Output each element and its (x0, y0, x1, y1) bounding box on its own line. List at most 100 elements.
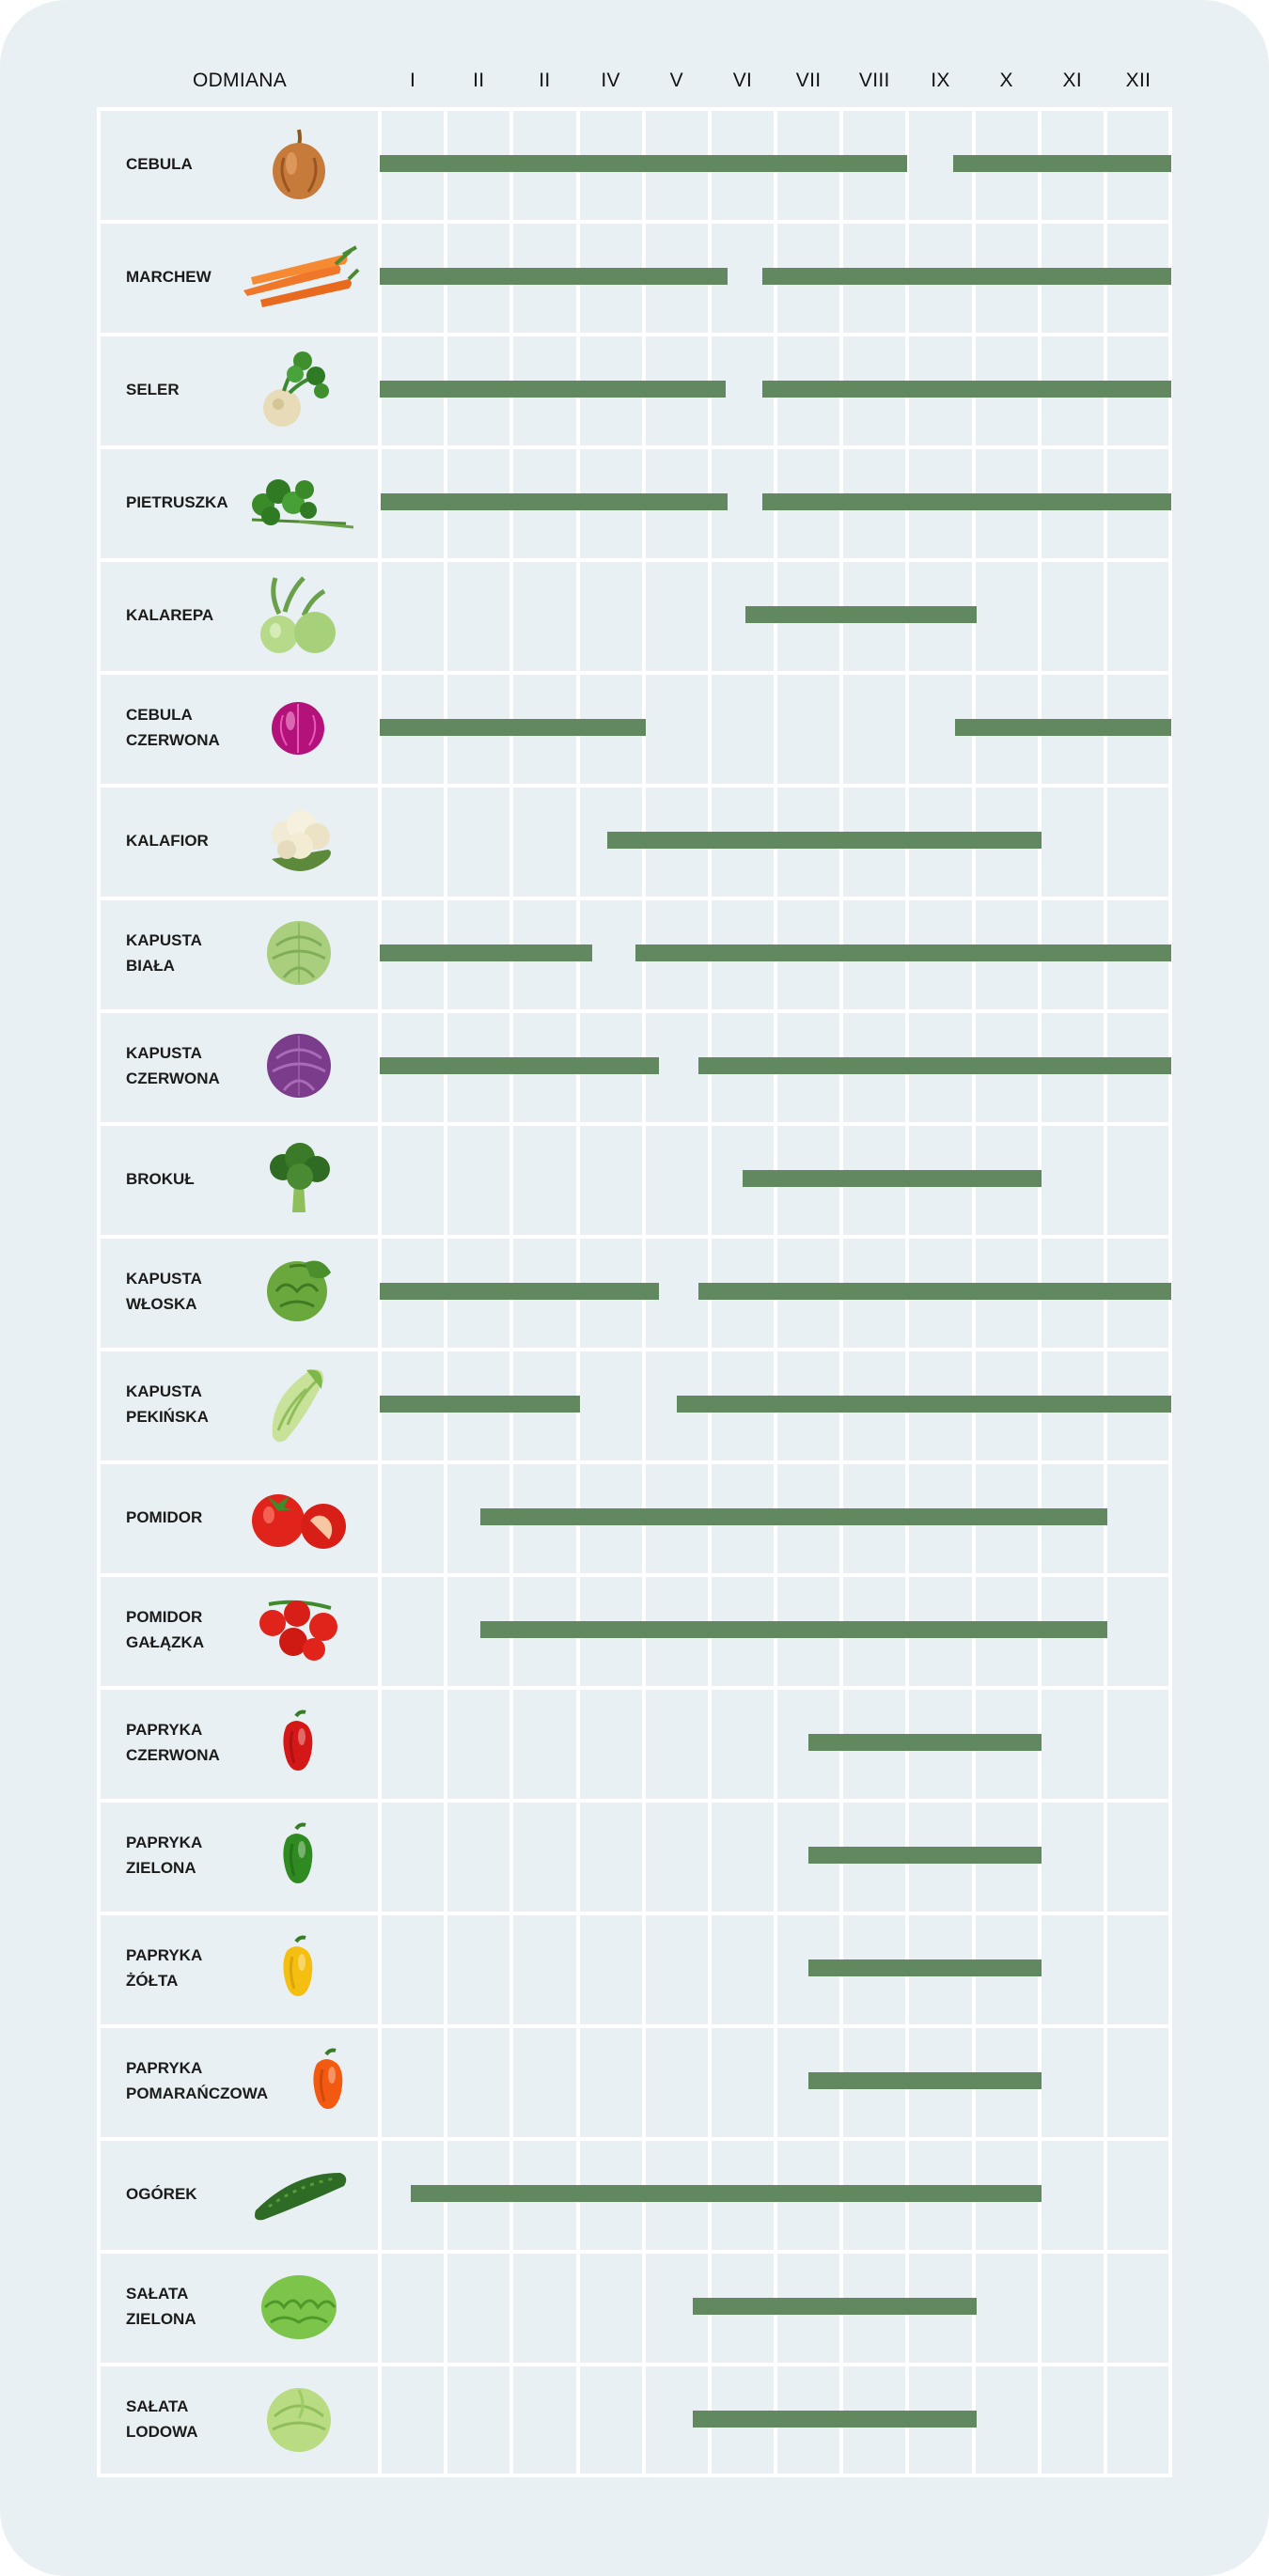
season-bar (380, 155, 908, 172)
broccoli-icon (266, 1141, 332, 1221)
variety-label: OGÓREK (126, 2139, 286, 2248)
variety-label-line: KALAREPA (126, 605, 214, 624)
variety-label-line: POMIDOR (126, 1608, 203, 1626)
variety-label-line: POMARAŃCZOWA (126, 2084, 269, 2102)
variety-label-line: ŻÓŁTA (126, 1972, 179, 1990)
savoy-cabbage-icon (261, 1254, 337, 1334)
month-header-2: II (473, 70, 485, 91)
grid-hline (97, 2250, 1172, 2254)
grid-hline (97, 1235, 1172, 1239)
month-header-7: VII (795, 70, 822, 91)
variety-label-line: BROKUŁ (126, 1169, 195, 1188)
tomato-icon (250, 1483, 348, 1555)
season-bar (742, 1170, 1042, 1187)
grid-vline (97, 107, 101, 2477)
column-header-variety: ODMIANA (192, 70, 288, 91)
season-bar (380, 381, 727, 398)
variety-label-line: KAPUSTA (126, 931, 202, 949)
season-bar (745, 606, 978, 623)
variety-label-line: PAPRYKA (126, 1721, 203, 1739)
month-header-5: V (669, 70, 683, 91)
variety-label-line: ZIELONA (126, 1859, 196, 1877)
season-bar (693, 2298, 978, 2315)
season-bar (380, 268, 728, 285)
month-header-8: VIII (858, 70, 890, 91)
season-bar (480, 1621, 1107, 1638)
variety-label-line: ZIELONA (126, 2310, 196, 2328)
season-bar (761, 381, 1172, 398)
grid-hline (97, 2363, 1172, 2366)
variety-label: KALAREPA (126, 560, 286, 669)
variety-label-line: PIETRUSZKA (126, 492, 228, 511)
red-onion-icon (270, 696, 328, 763)
season-bar (380, 1396, 580, 1413)
variety-label-line: CEBULA (126, 154, 193, 173)
grid-hline (97, 220, 1172, 224)
variety-label: CEBULA CZERWONA (126, 673, 286, 782)
variety-label-line: KALAFIOR (126, 831, 209, 850)
grid-hline (97, 2137, 1172, 2141)
season-bar (380, 1057, 659, 1074)
variety-label-line: CZERWONA (126, 731, 220, 749)
variety-label-line: WŁOSKA (126, 1295, 197, 1313)
variety-label-line: OGÓREK (126, 2184, 197, 2203)
cauliflower-icon (262, 803, 336, 882)
season-bar (761, 268, 1172, 285)
season-bar (808, 1959, 1042, 1976)
variety-label-line: PAPRYKA (126, 1946, 203, 1964)
month-header-1: I (410, 70, 416, 91)
variety-label-line: LODOWA (126, 2423, 198, 2441)
season-bar (380, 1283, 659, 1300)
variety-label: POMIDOR GAŁĄZKA (126, 1575, 286, 1684)
season-bar (676, 1396, 1172, 1413)
variety-label: KAPUSTA PEKIŃSKA (126, 1350, 286, 1459)
grid-hline (97, 1912, 1172, 1915)
grid-hline (97, 2474, 1172, 2477)
season-bar (380, 719, 646, 736)
variety-label: SELER (126, 335, 286, 444)
grid-hline (97, 107, 1172, 111)
variety-label: KALAFIOR (126, 786, 286, 895)
grid-hline (97, 445, 1172, 449)
season-bar (380, 945, 592, 961)
grid-hline (97, 1573, 1172, 1577)
variety-label-line: PAPRYKA (126, 2059, 203, 2077)
variety-label-line: PAPRYKA (126, 1834, 203, 1851)
variety-label: KAPUSTA CZERWONA (126, 1011, 286, 1120)
grid-hline (97, 2024, 1172, 2028)
month-header-9: IX (931, 70, 950, 91)
variety-label: KAPUSTA BIAŁA (126, 898, 286, 1007)
season-bar (607, 832, 1042, 849)
carrot-icon (238, 242, 360, 316)
variety-label: PAPRYKA CZERWONA (126, 1688, 286, 1797)
season-bar (381, 493, 728, 510)
variety-label: BROKUŁ (126, 1124, 286, 1233)
month-header-10: X (999, 70, 1013, 91)
month-header-11: XI (1062, 70, 1082, 91)
white-cabbage-icon (263, 917, 335, 993)
orange-pepper-icon (306, 2047, 352, 2119)
variety-label: PAPRYKA ZIELONA (126, 1801, 286, 1910)
grid-hline (97, 1460, 1172, 1464)
season-bar (808, 1847, 1042, 1864)
grid-hline (97, 333, 1172, 336)
celery-icon (261, 348, 337, 435)
variety-label-line: GAŁĄZKA (126, 1633, 205, 1651)
red-cabbage-icon (263, 1030, 335, 1106)
iceberg-lettuce-icon (263, 2382, 335, 2460)
cucumber-icon (250, 2165, 348, 2226)
variety-label-line: SAŁATA (126, 2285, 189, 2303)
season-bar (410, 2185, 1042, 2202)
variety-label-line: CEBULA (126, 706, 193, 724)
parsley-icon (243, 471, 355, 538)
season-bar (697, 1283, 1172, 1300)
season-bar (761, 493, 1172, 510)
month-header-6: VI (732, 70, 753, 91)
green-pepper-icon (275, 1821, 322, 1894)
month-header-3: II (539, 70, 551, 91)
season-bar (480, 1508, 1107, 1525)
variety-label-line: MARCHEW (126, 267, 212, 286)
variety-label-line: KAPUSTA (126, 1382, 202, 1400)
variety-label: KAPUSTA WŁOSKA (126, 1237, 286, 1346)
